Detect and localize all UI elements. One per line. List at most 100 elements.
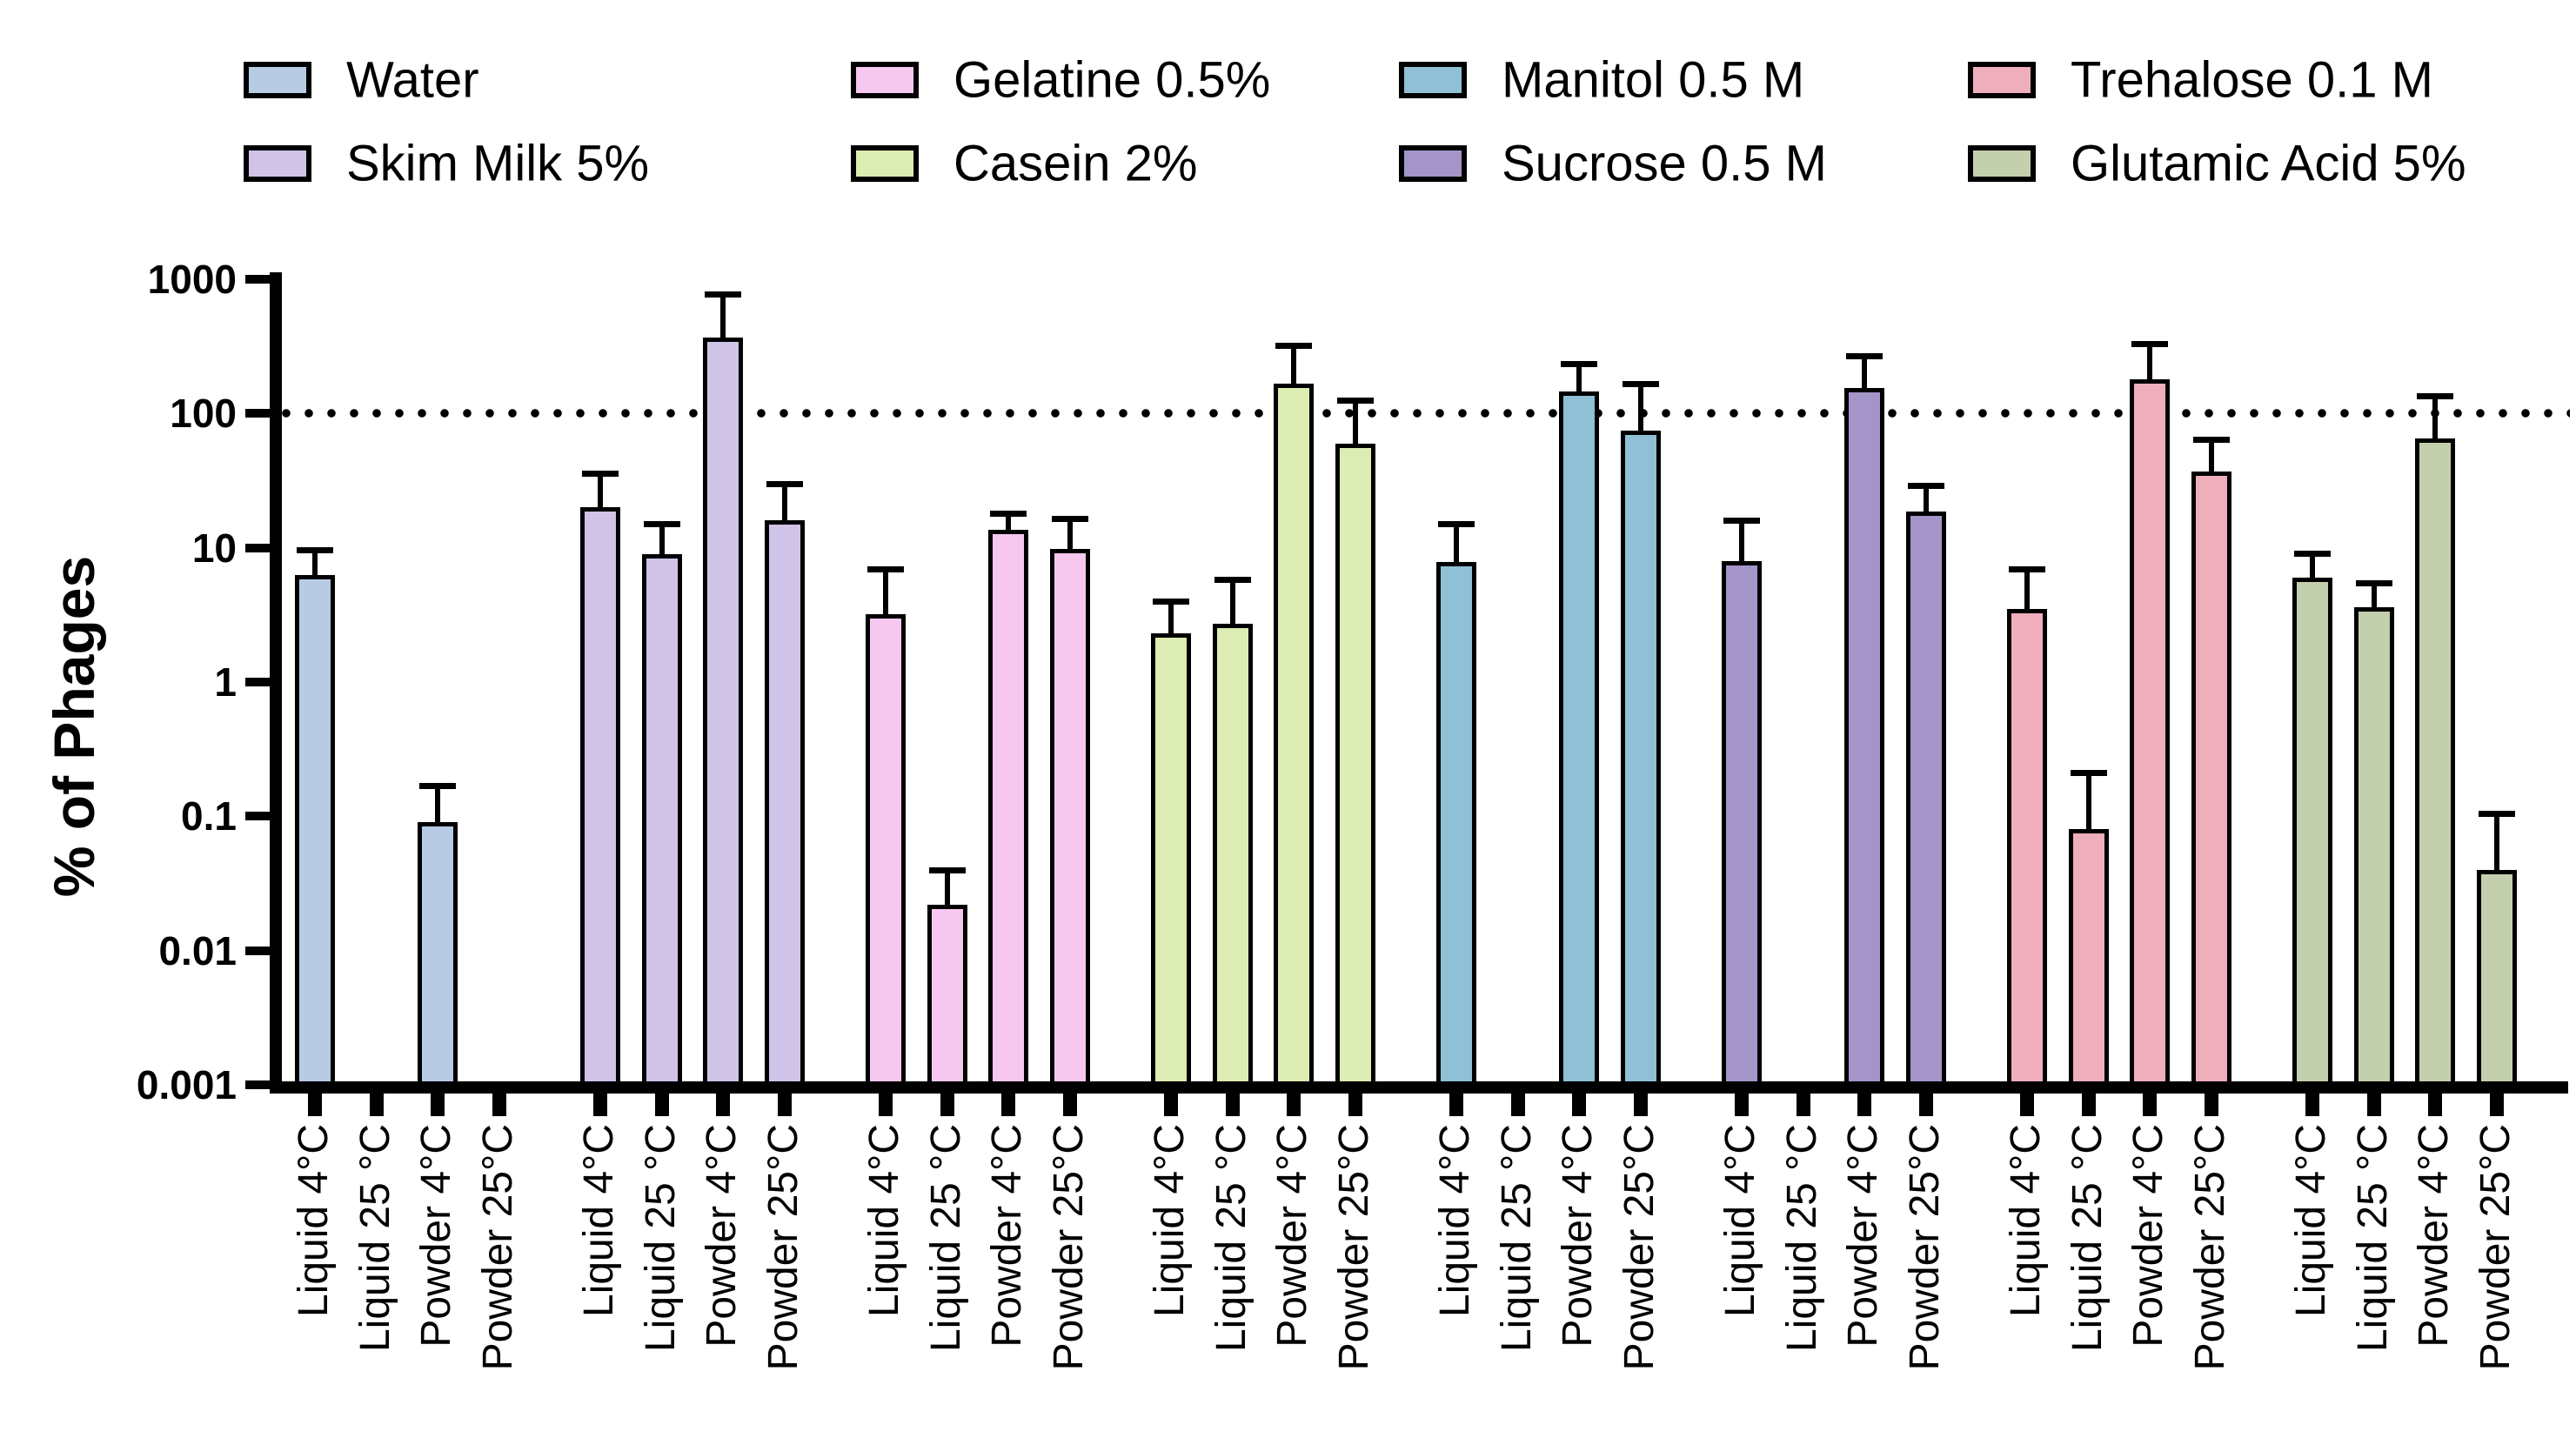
- x-axis-line: [270, 1081, 2568, 1094]
- x-tick-mark: [1287, 1094, 1301, 1116]
- x-tick-label: Liquid 4°C: [861, 1124, 907, 1317]
- bar-manitol-0-5-m-powder-4-c: [1559, 391, 1600, 1081]
- x-tick-mark: [1348, 1094, 1363, 1116]
- x-tick-label: Liquid 25 °C: [637, 1124, 684, 1353]
- error-bar-stem: [944, 869, 950, 905]
- error-bar-stem: [598, 472, 603, 508]
- y-tick-label: 0.01: [158, 927, 237, 973]
- error-bar-cap: [2294, 550, 2331, 557]
- error-bar-stem: [883, 569, 888, 614]
- x-tick-label: Liquid 25 °C: [1493, 1124, 1540, 1353]
- x-tick-label: Powder 4°C: [2411, 1124, 2458, 1348]
- error-bar-cap: [643, 521, 680, 528]
- x-tick-label: Powder 25°C: [1046, 1124, 1093, 1371]
- error-bar-cap: [766, 480, 804, 487]
- x-tick-mark: [1449, 1094, 1463, 1116]
- error-bar-stem: [1739, 520, 1744, 561]
- bar-casein-2--powder-4-c: [1274, 384, 1315, 1081]
- x-tick-label: Liquid 4°C: [1147, 1124, 1193, 1317]
- x-tick-label: Liquid 25 °C: [1208, 1124, 1255, 1353]
- error-bar-stem: [720, 293, 726, 338]
- y-tick-mark: [245, 812, 270, 821]
- error-bar-cap: [2131, 341, 2169, 348]
- legend-swatch-skim-milk-5-: [244, 145, 311, 182]
- x-tick-mark: [1857, 1094, 1872, 1116]
- y-tick-label: 10: [191, 525, 237, 571]
- x-tick-mark: [2428, 1094, 2443, 1116]
- error-bar-cap: [2479, 810, 2516, 817]
- error-bar-stem: [782, 483, 788, 521]
- error-bar-cap: [2193, 437, 2231, 444]
- x-tick-label: Liquid 25 °C: [1778, 1124, 1825, 1353]
- legend-swatch-casein-2-: [851, 145, 919, 182]
- x-tick-mark: [1572, 1094, 1587, 1116]
- y-tick-label: 100: [170, 391, 237, 437]
- y-tick-label: 0.1: [181, 793, 237, 840]
- x-tick-mark: [369, 1094, 384, 1116]
- legend-swatch-glutamic-acid-5-: [1968, 145, 2036, 182]
- bar-trehalose-0-1-m-powder-4-c: [2130, 378, 2171, 1081]
- error-bar-stem: [2432, 395, 2439, 439]
- error-bar-cap: [1561, 361, 1598, 368]
- legend-swatch-water: [244, 62, 311, 98]
- bar-skim-milk-5--powder-4-c: [703, 337, 744, 1081]
- x-tick-label: Powder 4°C: [2125, 1124, 2172, 1348]
- legend-label-manitol-0-5-m: Manitol 0.5 M: [1502, 51, 1805, 109]
- x-tick-mark: [1735, 1094, 1749, 1116]
- x-tick-label: Liquid 4°C: [2003, 1124, 2049, 1317]
- y-tick-mark: [245, 275, 270, 284]
- x-tick-label: Powder 25°C: [2187, 1124, 2234, 1371]
- error-bar-stem: [2147, 344, 2153, 379]
- legend-label-gelatine-0-5-: Gelatine 0.5%: [953, 51, 1271, 109]
- bar-skim-milk-5--liquid-25-c: [641, 553, 682, 1081]
- x-tick-mark: [1634, 1094, 1649, 1116]
- error-bar-stem: [1576, 364, 1582, 392]
- x-tick-mark: [1510, 1094, 1525, 1116]
- bar-skim-milk-5--powder-25-c: [765, 520, 806, 1081]
- y-tick-label: 0.001: [136, 1061, 237, 1107]
- error-bar-stem: [1924, 485, 1930, 512]
- legend-label-skim-milk-5-: Skim Milk 5%: [346, 135, 650, 192]
- bar-manitol-0-5-m-powder-25-c: [1621, 431, 1662, 1081]
- x-tick-label: Liquid 25 °C: [2349, 1124, 2396, 1353]
- bar-sucrose-0-5-m-powder-4-c: [1844, 387, 1885, 1081]
- reference-line-100pct: [282, 409, 2570, 418]
- error-bar-cap: [419, 782, 457, 789]
- bar-water-powder-4-c: [418, 822, 458, 1081]
- error-bar-cap: [705, 291, 742, 298]
- x-tick-mark: [1919, 1094, 1934, 1116]
- error-bar-stem: [659, 524, 665, 554]
- bar-gelatine-0-5--liquid-25-c: [927, 904, 967, 1081]
- error-bar-cap: [867, 566, 904, 573]
- bar-sucrose-0-5-m-powder-25-c: [1906, 512, 1947, 1081]
- error-bar-cap: [928, 866, 966, 873]
- error-bar-cap: [582, 470, 619, 477]
- error-bar-stem: [1638, 383, 1644, 431]
- bar-sucrose-0-5-m-liquid-4-c: [1722, 560, 1762, 1081]
- x-tick-mark: [654, 1094, 669, 1116]
- error-bar-cap: [1337, 398, 1375, 405]
- bar-gelatine-0-5--liquid-4-c: [866, 613, 906, 1081]
- bar-glutamic-acid-5--liquid-4-c: [2292, 577, 2332, 1081]
- x-tick-mark: [431, 1094, 445, 1116]
- error-bar-stem: [2371, 582, 2377, 608]
- error-bar-cap: [1846, 352, 1883, 359]
- x-tick-mark: [492, 1094, 507, 1116]
- x-tick-label: Powder 4°C: [1840, 1124, 1887, 1348]
- y-tick-mark: [245, 543, 270, 552]
- error-bar-cap: [1153, 599, 1189, 605]
- error-bar-stem: [1168, 601, 1174, 634]
- x-tick-label: Powder 25°C: [2472, 1124, 2519, 1371]
- x-tick-mark: [1164, 1094, 1178, 1116]
- x-tick-mark: [1796, 1094, 1810, 1116]
- x-tick-label: Powder 25°C: [1331, 1124, 1378, 1371]
- error-bar-stem: [1006, 513, 1012, 531]
- error-bar-cap: [1052, 516, 1089, 523]
- legend-swatch-manitol-0-5-m: [1399, 62, 1467, 98]
- x-tick-mark: [1063, 1094, 1078, 1116]
- bar-trehalose-0-1-m-liquid-4-c: [2007, 608, 2047, 1081]
- y-tick-mark: [245, 409, 270, 418]
- y-tick-mark: [245, 946, 270, 955]
- bar-skim-milk-5--liquid-4-c: [580, 507, 620, 1081]
- x-tick-mark: [1001, 1094, 1016, 1116]
